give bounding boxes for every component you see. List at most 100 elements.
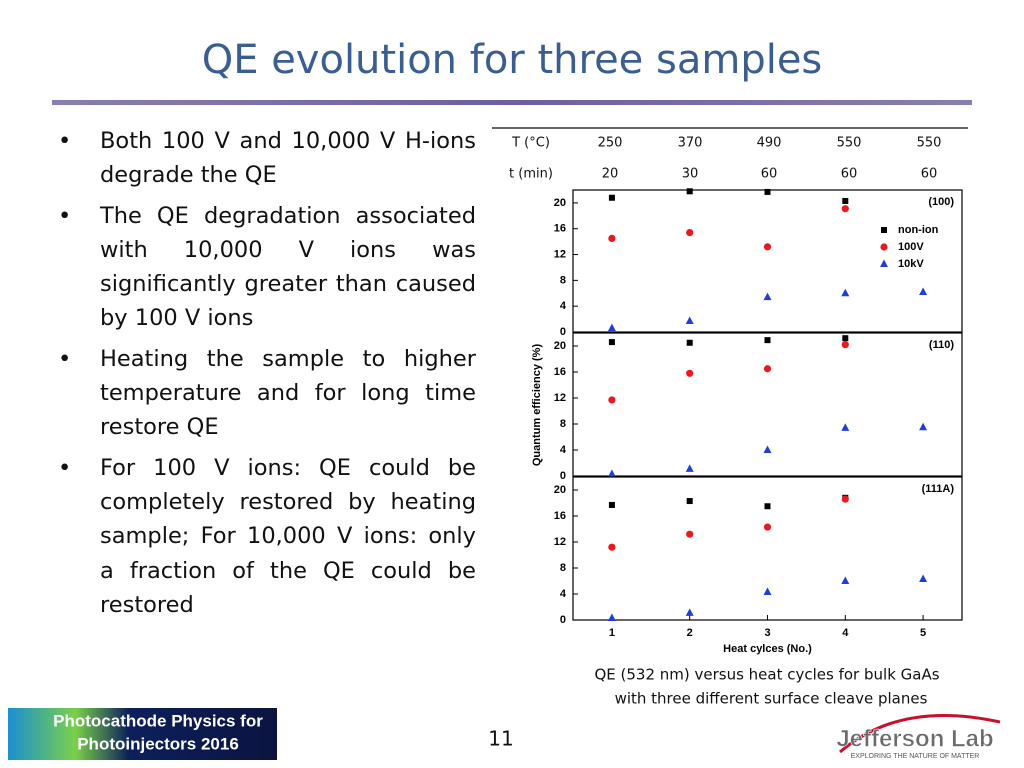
data-point	[763, 365, 772, 373]
y-tick-label: 12	[554, 248, 566, 260]
y-tick-label: 16	[554, 223, 566, 235]
table-cell: 20	[602, 167, 619, 182]
conference-logo	[8, 708, 277, 760]
title-rule	[52, 100, 972, 105]
y-axis-label: Quantum efficiency (%)	[531, 344, 543, 467]
y-tick-label: 8	[560, 274, 566, 286]
table-cell: 250	[598, 136, 623, 151]
x-tick-label: 2	[687, 627, 693, 639]
data-point	[842, 197, 849, 204]
data-point	[841, 495, 849, 503]
table-cell: 370	[678, 136, 703, 151]
logo-text: Photocathode Physics for	[53, 711, 263, 730]
data-point	[763, 523, 772, 531]
data-point	[686, 498, 693, 505]
data-point	[686, 339, 693, 346]
panel-label: (110)	[929, 339, 954, 351]
conditions-table: T (°C) 250 370 490 550 550 t (min) 20 30 60 60 60	[509, 136, 941, 182]
data-point	[686, 369, 694, 377]
data-point	[919, 422, 928, 431]
row-header: t (min)	[509, 167, 553, 182]
caption-line: QE (532 nm) versus heat cycles for bulk …	[594, 666, 939, 684]
data-point	[764, 188, 771, 195]
x-tick-label: 5	[920, 627, 926, 639]
data-point	[763, 243, 772, 251]
data-point	[919, 574, 928, 583]
y-tick-label: 8	[560, 562, 566, 574]
data-point	[763, 292, 772, 301]
data-point	[608, 234, 616, 243]
y-tick-label: 12	[554, 536, 566, 548]
legend-marker	[880, 243, 888, 251]
caption-line: with three different surface cleave plan…	[615, 690, 928, 708]
y-tick-label: 0	[560, 470, 566, 482]
data-point	[686, 229, 694, 237]
data-point	[764, 337, 771, 344]
data-point	[841, 288, 850, 297]
data-point	[607, 323, 616, 332]
legend-marker	[881, 227, 887, 233]
data-point	[842, 335, 849, 342]
data-point	[841, 205, 849, 213]
page-number: 11	[488, 727, 513, 751]
row-header: T (°C)	[511, 136, 550, 151]
legend-label: non-ion	[898, 224, 939, 236]
data-point	[841, 423, 850, 431]
x-axis-label: Heat cylces (No.)	[723, 643, 812, 655]
data-point	[608, 194, 615, 201]
bullet: Heating the sample to higher temperature…	[56, 342, 476, 445]
legend-marker	[880, 259, 888, 267]
plot-frame	[572, 332, 963, 477]
table-cell: 30	[682, 167, 699, 182]
jlab-tagline: EXPLORING THE NATURE OF MATTER	[851, 753, 980, 760]
y-tick-label: 4	[560, 300, 567, 312]
data-point	[686, 530, 694, 538]
y-tick-label: 16	[554, 510, 566, 522]
logo-text: Photoinjectors 2016	[77, 734, 239, 753]
table-cell: 60	[841, 167, 858, 182]
y-tick-label: 0	[560, 326, 566, 338]
table-cell: 550	[837, 136, 862, 151]
table-cell: 60	[921, 167, 938, 182]
data-point	[607, 613, 616, 622]
legend-label: 10kV	[898, 258, 924, 270]
y-tick-label: 4	[560, 444, 567, 456]
legend-label: 100V	[898, 241, 924, 253]
bullet-list: Both 100 V and 10,000 V H-ions degrade t…	[56, 124, 476, 628]
table-cell: 60	[761, 167, 778, 182]
data-point	[686, 188, 693, 195]
y-tick-label: 20	[554, 340, 566, 352]
data-point	[608, 543, 616, 551]
y-tick-label: 16	[554, 366, 566, 378]
slide-title: QE evolution for three samples	[202, 37, 823, 83]
x-tick-label: 1	[609, 627, 615, 639]
jlab-logo: Jefferson Lab	[836, 725, 993, 752]
bullet: For 100 V ions: QE could be completely r…	[56, 451, 476, 622]
data-point	[764, 503, 771, 510]
bullet: Both 100 V and 10,000 V H-ions degrade t…	[56, 124, 476, 193]
data-point	[763, 445, 772, 453]
data-point	[841, 576, 850, 584]
y-tick-label: 8	[560, 418, 566, 430]
table-cell: 550	[917, 136, 942, 151]
bullet: The QE degradation associated with 10,00…	[56, 199, 476, 336]
y-tick-label: 12	[554, 392, 566, 404]
plot-frame	[572, 476, 963, 621]
data-point	[685, 608, 694, 616]
data-point	[608, 339, 615, 346]
data-point	[608, 396, 616, 404]
y-tick-label: 20	[554, 197, 566, 209]
data-point	[608, 501, 615, 508]
data-point	[841, 341, 849, 349]
panel-label: (100)	[928, 196, 954, 208]
x-tick-label: 3	[764, 627, 770, 639]
panel-label: (111A)	[922, 483, 955, 495]
data-point	[919, 287, 928, 295]
data-point	[685, 464, 694, 472]
data-point	[763, 587, 772, 596]
y-tick-label: 4	[560, 588, 567, 600]
data-point	[607, 469, 616, 478]
